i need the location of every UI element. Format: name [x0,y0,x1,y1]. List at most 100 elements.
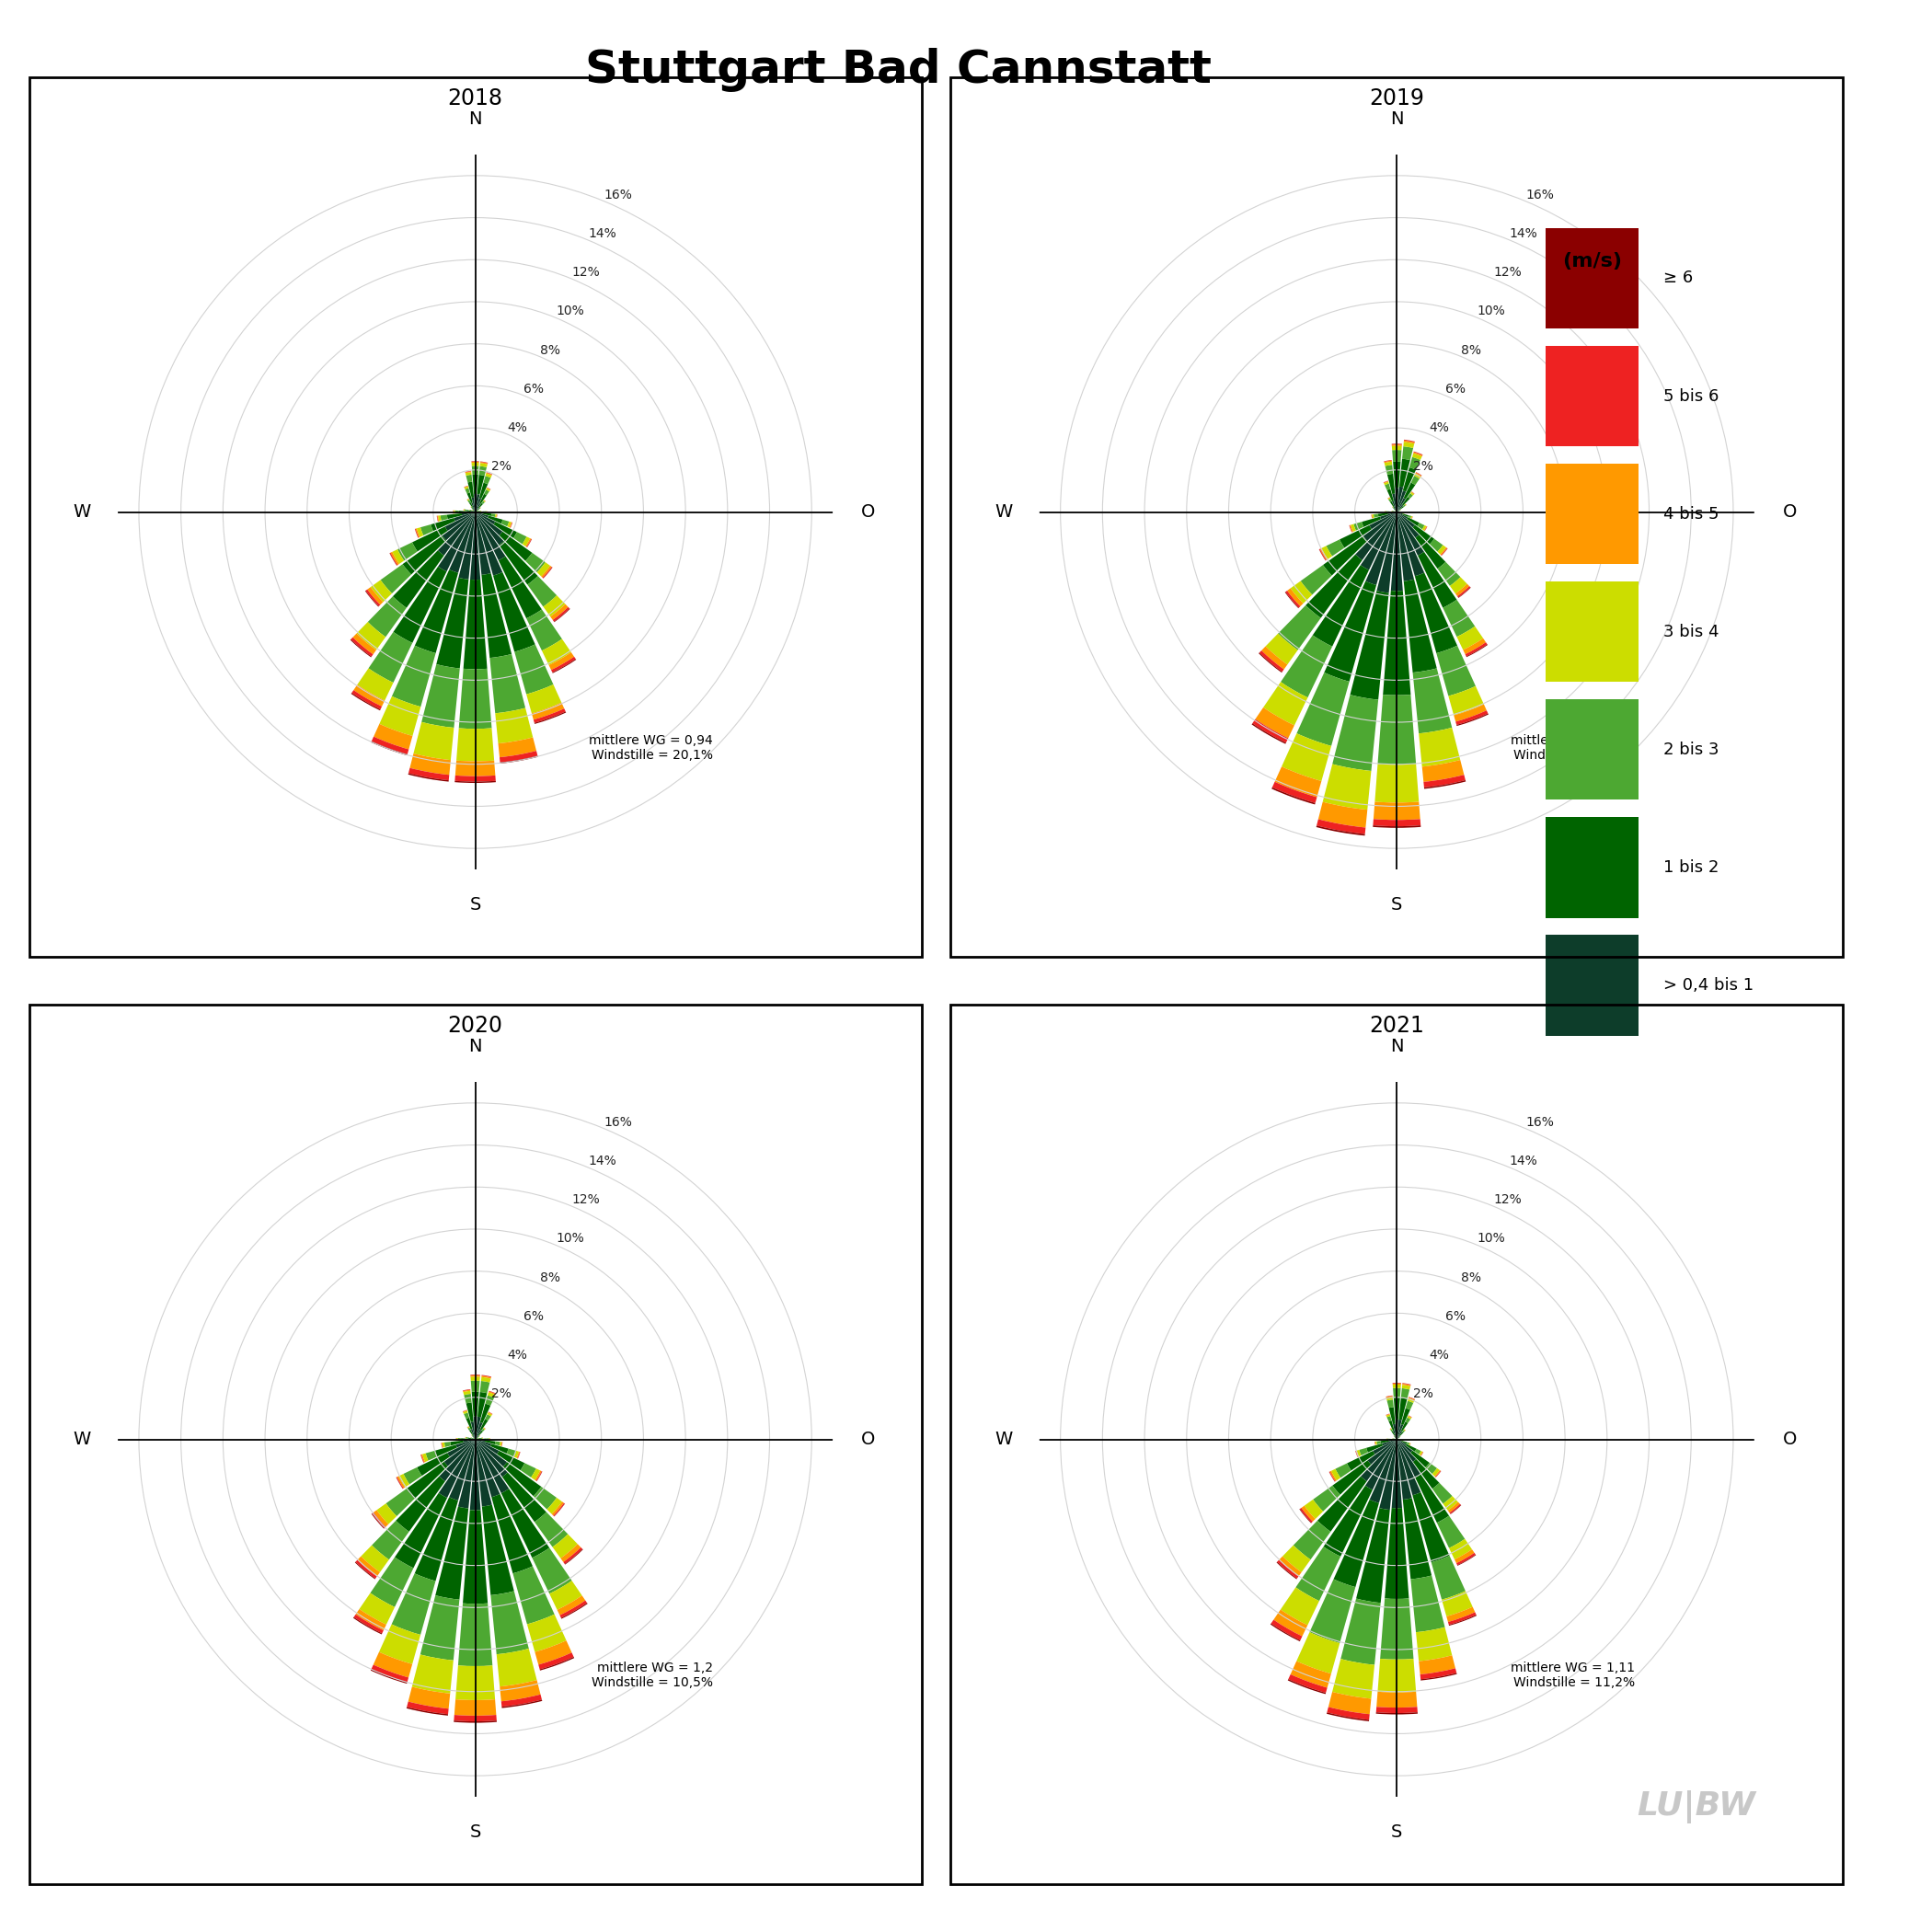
Bar [1389,1420,1395,1432]
Bar [1356,1451,1358,1457]
Bar [554,1503,564,1517]
Bar [475,498,481,512]
Bar [487,473,493,475]
Bar [547,1497,562,1515]
Bar [408,1687,450,1708]
Bar [466,471,471,475]
Bar [508,522,512,527]
Bar [390,553,396,566]
Bar [408,773,448,782]
Bar [1277,1561,1296,1578]
Text: LU|BW: LU|BW [1636,1789,1756,1824]
Bar [1383,481,1389,483]
Bar [1397,1439,1412,1453]
Bar [1391,512,1403,591]
Bar [1329,1470,1337,1482]
Bar [456,761,495,777]
Bar [1420,1673,1457,1681]
Bar [415,1497,458,1580]
Bar [1401,1408,1410,1426]
Bar [454,1721,497,1723]
Bar [1320,549,1327,560]
Bar [1279,1557,1302,1577]
Bar [1414,452,1422,456]
Bar [1281,636,1333,697]
Bar [1422,759,1464,782]
Bar [1360,1447,1368,1455]
Bar [489,1412,493,1414]
Bar [1262,647,1287,668]
Bar [1376,1706,1418,1714]
Bar [471,1391,479,1416]
Bar [1374,514,1379,518]
Bar [464,1412,469,1418]
Bar [497,1648,537,1687]
Bar [535,1470,543,1482]
Bar [1335,1463,1350,1478]
Bar [454,781,497,782]
Bar [1437,562,1461,585]
Bar [1350,526,1352,531]
Bar [442,1443,444,1447]
Bar [1403,1383,1410,1387]
Bar [487,516,502,524]
Bar [471,1381,479,1391]
Bar [392,645,437,707]
Bar [408,767,450,781]
Bar [1300,1507,1312,1522]
Bar [489,1391,497,1393]
Bar [464,1391,471,1395]
Bar [475,1439,506,1466]
Bar [502,1700,543,1708]
Bar [510,522,512,527]
Bar [398,543,417,560]
Bar [371,736,410,753]
Bar [1333,1461,1372,1495]
Text: S: S [1391,896,1403,914]
Bar [1403,1385,1410,1389]
Bar [456,510,460,514]
Bar [498,556,541,618]
Bar [352,638,373,657]
Bar [487,1437,489,1441]
Bar [1385,1507,1408,1600]
Bar [1304,1499,1323,1519]
Bar [487,471,493,475]
Bar [1291,1662,1331,1689]
Bar [543,566,553,578]
Bar [1296,1548,1341,1602]
Bar [1412,454,1422,460]
Bar [471,1430,475,1439]
Bar [1300,1509,1312,1522]
Bar [527,539,531,547]
Bar [469,1439,481,1511]
Bar [1416,471,1422,475]
Bar [1320,549,1325,560]
Bar [1387,473,1395,495]
Bar [1464,641,1488,657]
Bar [1393,462,1401,489]
Bar [462,512,475,516]
Bar [1397,508,1401,512]
Bar [526,553,545,572]
Bar [1381,1439,1389,1443]
Bar [1385,1414,1391,1418]
Bar [415,529,417,537]
Bar [1435,1470,1441,1478]
Bar [1356,1451,1358,1457]
Bar [1441,549,1447,556]
Bar [475,1439,498,1455]
Bar [1432,1468,1439,1476]
Bar [1406,518,1420,526]
Bar [1271,788,1316,804]
Bar [379,1625,421,1663]
Bar [1406,1441,1410,1445]
Bar [361,1546,388,1573]
Bar [1447,1607,1474,1623]
Bar [468,1428,471,1430]
Bar [1271,782,1318,804]
Bar [1393,1430,1397,1439]
Bar [500,1694,541,1706]
Bar [475,512,502,535]
Bar [485,489,489,495]
